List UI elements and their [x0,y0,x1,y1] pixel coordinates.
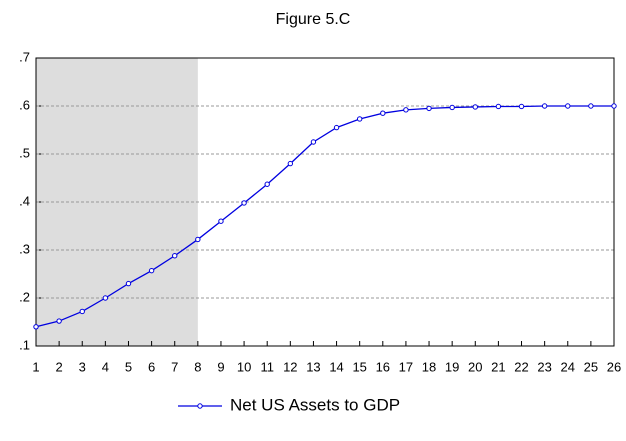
x-tick-label: 7 [171,359,178,374]
marker [449,104,455,111]
x-tick-label: 14 [329,359,343,374]
marker [79,308,85,315]
marker [472,104,478,110]
marker [611,103,617,109]
plot-frame [35,57,615,347]
marker [264,181,270,187]
legend-label: Net US Assets to GDP [230,395,400,414]
x-tick-label: 24 [561,359,575,374]
marker [518,103,525,110]
marker [588,103,594,109]
line [35,105,614,328]
marker [125,280,132,287]
marker [56,318,62,324]
marker [218,218,224,224]
marker [241,200,247,206]
x-tick-label: 8 [194,359,201,374]
x-tick-label: 21 [491,359,505,374]
x-tick-label: 13 [306,359,320,374]
marker [310,139,317,145]
x-tick-label: 20 [468,359,482,374]
y-tick-label: .7 [19,49,30,64]
y-tick-label: .5 [19,145,30,160]
x-tick-label: 22 [514,359,528,374]
x-tick-label: 16 [376,359,390,374]
x-tick-label: 23 [537,359,551,374]
x-tick-label: 11 [260,359,274,374]
x-tick-label: 17 [399,359,413,374]
marker [356,116,363,122]
x-tick-label: 26 [607,359,621,374]
y-tick-label: .4 [19,193,30,208]
marker [33,324,39,330]
marker [195,236,201,243]
marker [380,110,386,116]
x-tick-label: 9 [217,359,224,374]
x-tick-label: 25 [584,359,598,374]
marker [287,160,294,167]
marker [426,105,432,112]
marker [541,103,548,109]
marker [403,107,409,113]
marker [565,103,571,109]
x-tick-label: 6 [148,359,155,374]
legend-marker [197,403,203,409]
x-tick-label: 5 [125,359,132,374]
x-tick-label: 4 [102,359,109,374]
y-tick-label: .6 [19,97,30,112]
x-tick-label: 2 [56,359,63,374]
marker [172,253,178,259]
marker [102,295,109,301]
x-tick-label: 15 [352,359,366,374]
x-tick-label: 18 [422,359,436,374]
x-tick-label: 19 [445,359,459,374]
x-tick-label: 12 [283,359,297,374]
x-tick-label: 10 [237,359,251,374]
y-tick-label: .1 [19,337,30,352]
y-tick-label: .2 [19,289,30,304]
chart-title: Figure 5.C [276,11,351,28]
marker [333,124,340,131]
marker [495,103,502,110]
y-tick-label: .3 [19,241,30,256]
marker [148,267,155,274]
x-tick-label: 1 [32,359,39,374]
x-tick-label: 3 [79,359,86,374]
